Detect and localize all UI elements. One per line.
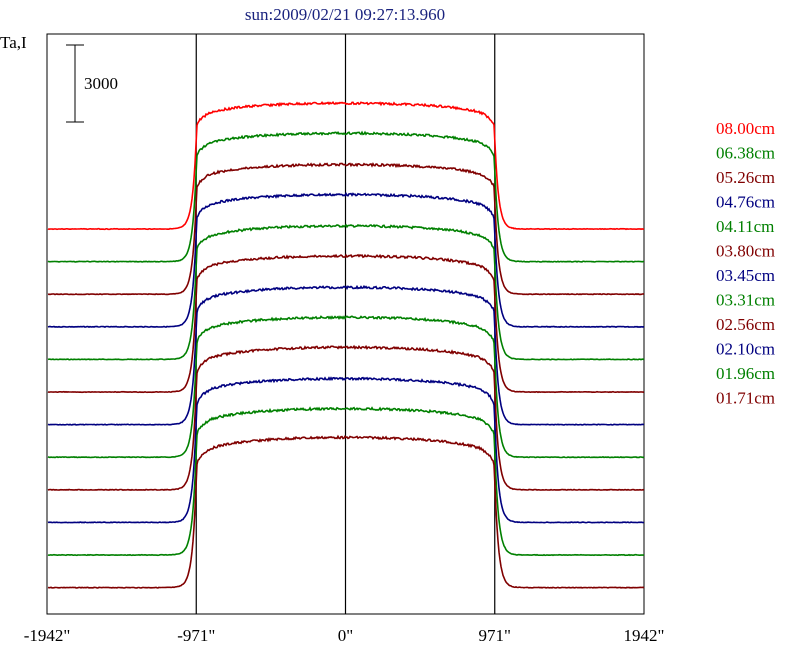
reference-lines (195, 34, 496, 614)
series-line (47, 344, 645, 491)
series-line (47, 376, 645, 524)
legend-entry: 02.56cm (716, 315, 775, 334)
legend-entry: 03.80cm (716, 242, 775, 261)
x-tick-label: 971" (479, 626, 511, 645)
legend-entry: 04.11cm (716, 217, 774, 236)
series-group (47, 100, 645, 589)
legend-entry: 03.45cm (716, 266, 775, 285)
legend-entry: 01.71cm (716, 389, 775, 408)
series-line (47, 253, 645, 394)
x-tick-labels: -1942" -971" 0" 971" 1942" (24, 626, 665, 645)
series-line (47, 223, 645, 361)
series-line (47, 315, 645, 459)
x-tick-label: 1942" (624, 626, 665, 645)
chart-title: sun:2009/02/21 09:27:13.960 (245, 5, 445, 24)
legend-entry: 06.38cm (716, 144, 775, 163)
legend-entry: 08.00cm (716, 119, 775, 138)
legend-entry: 02.10cm (716, 340, 775, 359)
series-line (47, 191, 645, 328)
legend-entry: 04.76cm (716, 193, 775, 212)
x-tick-label: 0" (338, 626, 353, 645)
legend-entry: 01.96cm (716, 364, 775, 383)
series-line (47, 100, 645, 231)
series-line (47, 434, 645, 589)
scale-bar: 3000 (66, 44, 118, 123)
scale-bar-label: 3000 (84, 74, 118, 93)
series-line (47, 162, 645, 296)
series-line (47, 130, 645, 263)
y-axis-label: Ta,I (0, 33, 27, 52)
series-line (47, 284, 644, 426)
legend-entry: 05.26cm (716, 168, 775, 187)
series-line (47, 406, 645, 557)
x-tick-label: -1942" (24, 626, 71, 645)
legend-entry: 03.31cm (716, 291, 775, 310)
legend: 08.00cm 06.38cm 05.26cm 04.76cm 04.11cm 03.80… (716, 119, 775, 408)
x-tick-label: -971" (177, 626, 215, 645)
